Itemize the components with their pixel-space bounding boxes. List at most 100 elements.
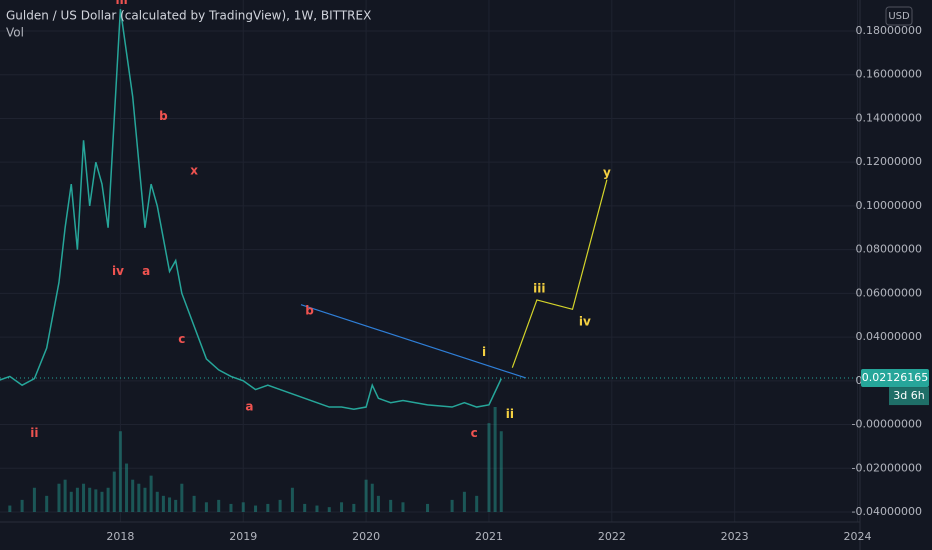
y-tick-label: 0.04000000 bbox=[856, 330, 922, 343]
volume-bar bbox=[32, 487, 36, 512]
volume-bar bbox=[131, 479, 135, 512]
volume-bar bbox=[401, 502, 405, 512]
wave-label: b bbox=[159, 109, 168, 123]
y-tick-label: 0.18000000 bbox=[856, 24, 922, 37]
volume-bar bbox=[161, 495, 165, 512]
volume-bar bbox=[118, 431, 122, 512]
volume-bar bbox=[20, 499, 24, 512]
price-layer: iiibxivacbaiiciiiiiiivy bbox=[0, 0, 860, 440]
currency-box[interactable] bbox=[885, 6, 913, 26]
volume-bar bbox=[125, 463, 129, 512]
volume-bar bbox=[69, 491, 73, 512]
drawing-line bbox=[300, 304, 527, 379]
volume-bar bbox=[315, 505, 319, 512]
volume-bar bbox=[352, 503, 356, 512]
volume-bar bbox=[370, 483, 374, 512]
price-line bbox=[0, 9, 502, 411]
wave-label: x bbox=[190, 163, 198, 177]
wave-label: iii bbox=[533, 281, 545, 295]
y-tick-label: 0.06000000 bbox=[856, 286, 922, 299]
volume-bar bbox=[155, 491, 159, 512]
last-price-label: 0.02126165 bbox=[862, 371, 928, 384]
volume-bar bbox=[327, 507, 331, 512]
wave-label: ii bbox=[506, 407, 514, 421]
wave-label: i bbox=[482, 345, 486, 359]
volume-bar bbox=[106, 487, 110, 512]
y-tick-label: 0.12000000 bbox=[856, 155, 922, 168]
volume-bar bbox=[493, 407, 497, 512]
volume-label: Vol bbox=[6, 26, 24, 40]
volume-bar bbox=[364, 479, 368, 512]
x-tick-label: 2022 bbox=[598, 530, 626, 543]
volume-bar bbox=[241, 502, 245, 512]
volume-bar bbox=[8, 505, 12, 512]
axis-layer: -0.04000000-0.02000000-0.000000000.02000… bbox=[106, 24, 929, 543]
x-tick-label: 2019 bbox=[229, 530, 257, 543]
volume-bar bbox=[266, 503, 270, 512]
x-tick-label: 2018 bbox=[106, 530, 134, 543]
wave-label: a bbox=[142, 264, 150, 278]
volume-bar bbox=[137, 483, 141, 512]
volume-bar bbox=[174, 499, 178, 512]
wave-label: b bbox=[305, 303, 314, 317]
currency[interactable]: USD bbox=[888, 11, 910, 22]
countdown-box bbox=[889, 387, 929, 406]
x-tick-label: 2023 bbox=[721, 530, 749, 543]
countdown-label: 3d 6h bbox=[893, 389, 924, 402]
y-tick-label: 0.14000000 bbox=[856, 111, 922, 124]
x-tick-label: 2024 bbox=[844, 530, 872, 543]
y-tick-label: 0.08000000 bbox=[856, 243, 922, 256]
wave-label: iv bbox=[579, 314, 591, 328]
grid-layer bbox=[0, 0, 860, 522]
y-tick-label: -0.00000000 bbox=[852, 418, 922, 431]
volume-bar bbox=[290, 487, 294, 512]
y-tick-label: -0.04000000 bbox=[852, 505, 922, 518]
volume-bar bbox=[149, 475, 153, 512]
volume-bar bbox=[45, 495, 49, 512]
volume-bar bbox=[499, 431, 503, 512]
wave-label: a bbox=[245, 400, 253, 414]
wave-label: y bbox=[603, 166, 611, 180]
volume-bar bbox=[82, 483, 86, 512]
wave-label: c bbox=[178, 332, 185, 346]
volume-bar bbox=[487, 423, 491, 512]
volume-bar bbox=[63, 479, 67, 512]
volume-bar bbox=[143, 487, 147, 512]
volume-bar bbox=[168, 497, 172, 512]
drawing-line bbox=[511, 179, 608, 368]
volume-bar bbox=[450, 499, 454, 512]
volume-bar bbox=[112, 471, 116, 512]
wave-label: iii bbox=[115, 0, 127, 7]
volume-bar bbox=[462, 491, 466, 512]
wave-label: iv bbox=[112, 264, 124, 278]
y-tick-label: 0.16000000 bbox=[856, 68, 922, 81]
x-tick-label: 2021 bbox=[475, 530, 503, 543]
last-price-box bbox=[861, 369, 929, 388]
y-tick-label: 0.10000000 bbox=[856, 199, 922, 212]
wave-label: ii bbox=[30, 426, 38, 440]
volume-bar bbox=[88, 487, 92, 512]
volume-bar bbox=[303, 503, 307, 512]
wave-label: c bbox=[471, 426, 478, 440]
volume-bar bbox=[426, 503, 430, 512]
volume-bar bbox=[57, 483, 61, 512]
volume-bar bbox=[340, 502, 344, 512]
volume-bar bbox=[180, 483, 184, 512]
y-tick-label: -0.02000000 bbox=[852, 461, 922, 474]
volume-bar bbox=[475, 495, 479, 512]
chart-title: Gulden / US Dollar (calculated by Tradin… bbox=[6, 9, 371, 23]
volume-layer bbox=[8, 407, 503, 512]
volume-bar bbox=[192, 495, 196, 512]
volume-bar bbox=[389, 499, 393, 512]
volume-bar bbox=[376, 495, 380, 512]
volume-bar bbox=[94, 489, 98, 512]
volume-bar bbox=[100, 491, 104, 512]
volume-bar bbox=[254, 505, 258, 512]
x-tick-label: 2020 bbox=[352, 530, 380, 543]
volume-bar bbox=[75, 487, 79, 512]
volume-bar bbox=[229, 503, 233, 512]
volume-bar bbox=[278, 499, 282, 512]
